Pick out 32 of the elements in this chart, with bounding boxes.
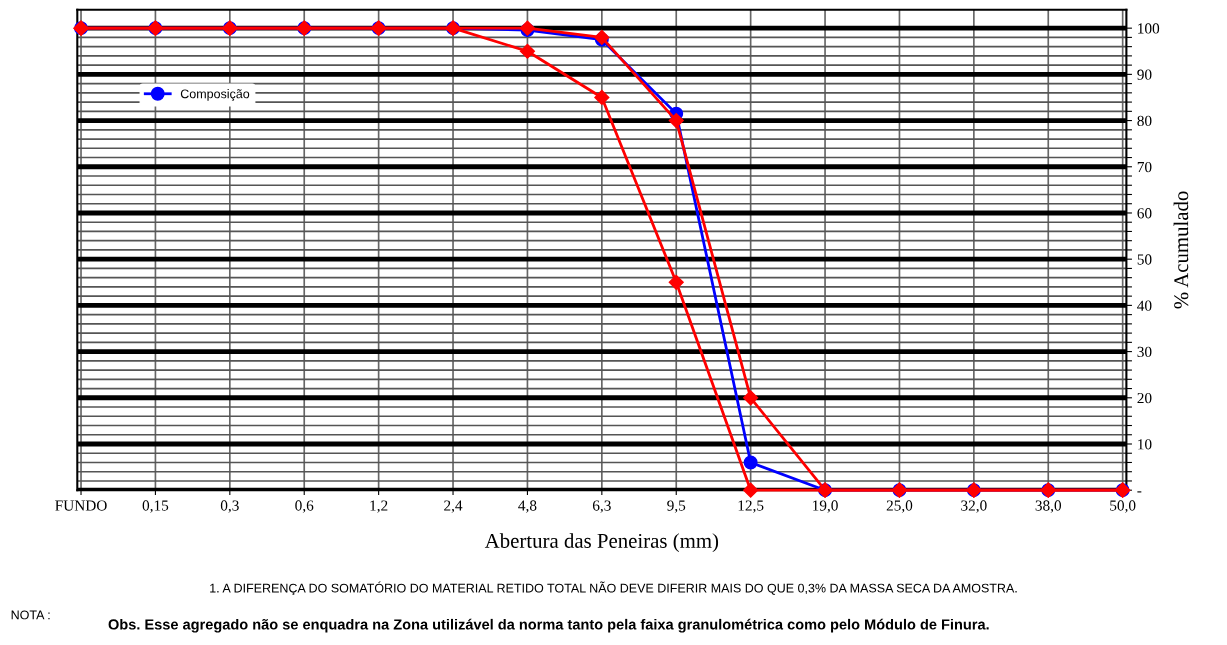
text: 1. A DIFERENÇA DO SOMATÓRIO DO MATERIAL RETIDO TOTAL NÃO DEVE DIFERIR MAIS DO QUE 0,3% DA MASSA SECA DA AMOSTRA. <box>210 581 1017 596</box>
y-tick-label: 30 <box>1137 346 1152 358</box>
y-tick-label: - <box>1137 491 1142 493</box>
y-axis-title: % Acumulado <box>1173 191 1189 309</box>
x-tick-label: 25,0 <box>886 500 913 513</box>
x-tick-label: 19,0 <box>813 500 838 513</box>
x-tick-label: 9,5 <box>667 500 686 513</box>
x-tick-label: 32,0 <box>961 500 987 513</box>
y-tick-label: 70 <box>1137 161 1152 173</box>
x-tick-label: 6,3 <box>592 500 611 513</box>
x-tick-label: 2,4 <box>444 500 463 513</box>
x-tick-label: 0,6 <box>295 500 314 513</box>
x-tick-label: 12,5 <box>738 500 764 513</box>
y-tick-label: 100 <box>1138 23 1160 34</box>
y-tick-label: 80 <box>1137 115 1152 127</box>
text: Obs. Esse agregado não se enquadra na Zona utilizável da norma tanto pela faixa granulométrica como pelo Módulo de Finura. <box>108 618 989 633</box>
x-tick-label: 0,15 <box>142 500 169 513</box>
y-tick-label: 10 <box>1138 439 1152 450</box>
x-tick-label: 0,3 <box>220 500 239 513</box>
x-tick-label: FUNDO <box>55 500 107 511</box>
y-tick-label: 60 <box>1137 208 1152 219</box>
y-tick-label: 20 <box>1137 392 1152 404</box>
x-tick-label: 1,2 <box>370 500 388 513</box>
x-tick-label: 4,8 <box>518 500 537 513</box>
y-tick-label: 90 <box>1137 69 1152 80</box>
y-tick-label: 40 <box>1137 300 1152 311</box>
x-tick-label: 38,0 <box>1035 500 1062 513</box>
x-axis-title: Abertura das Peneiras (mm) <box>484 533 719 553</box>
legend-label: Composição <box>180 89 250 101</box>
x-tick-label: 50,0 <box>1110 500 1136 513</box>
y-tick-label: 50 <box>1137 254 1152 265</box>
text: NOTA : <box>11 610 50 620</box>
